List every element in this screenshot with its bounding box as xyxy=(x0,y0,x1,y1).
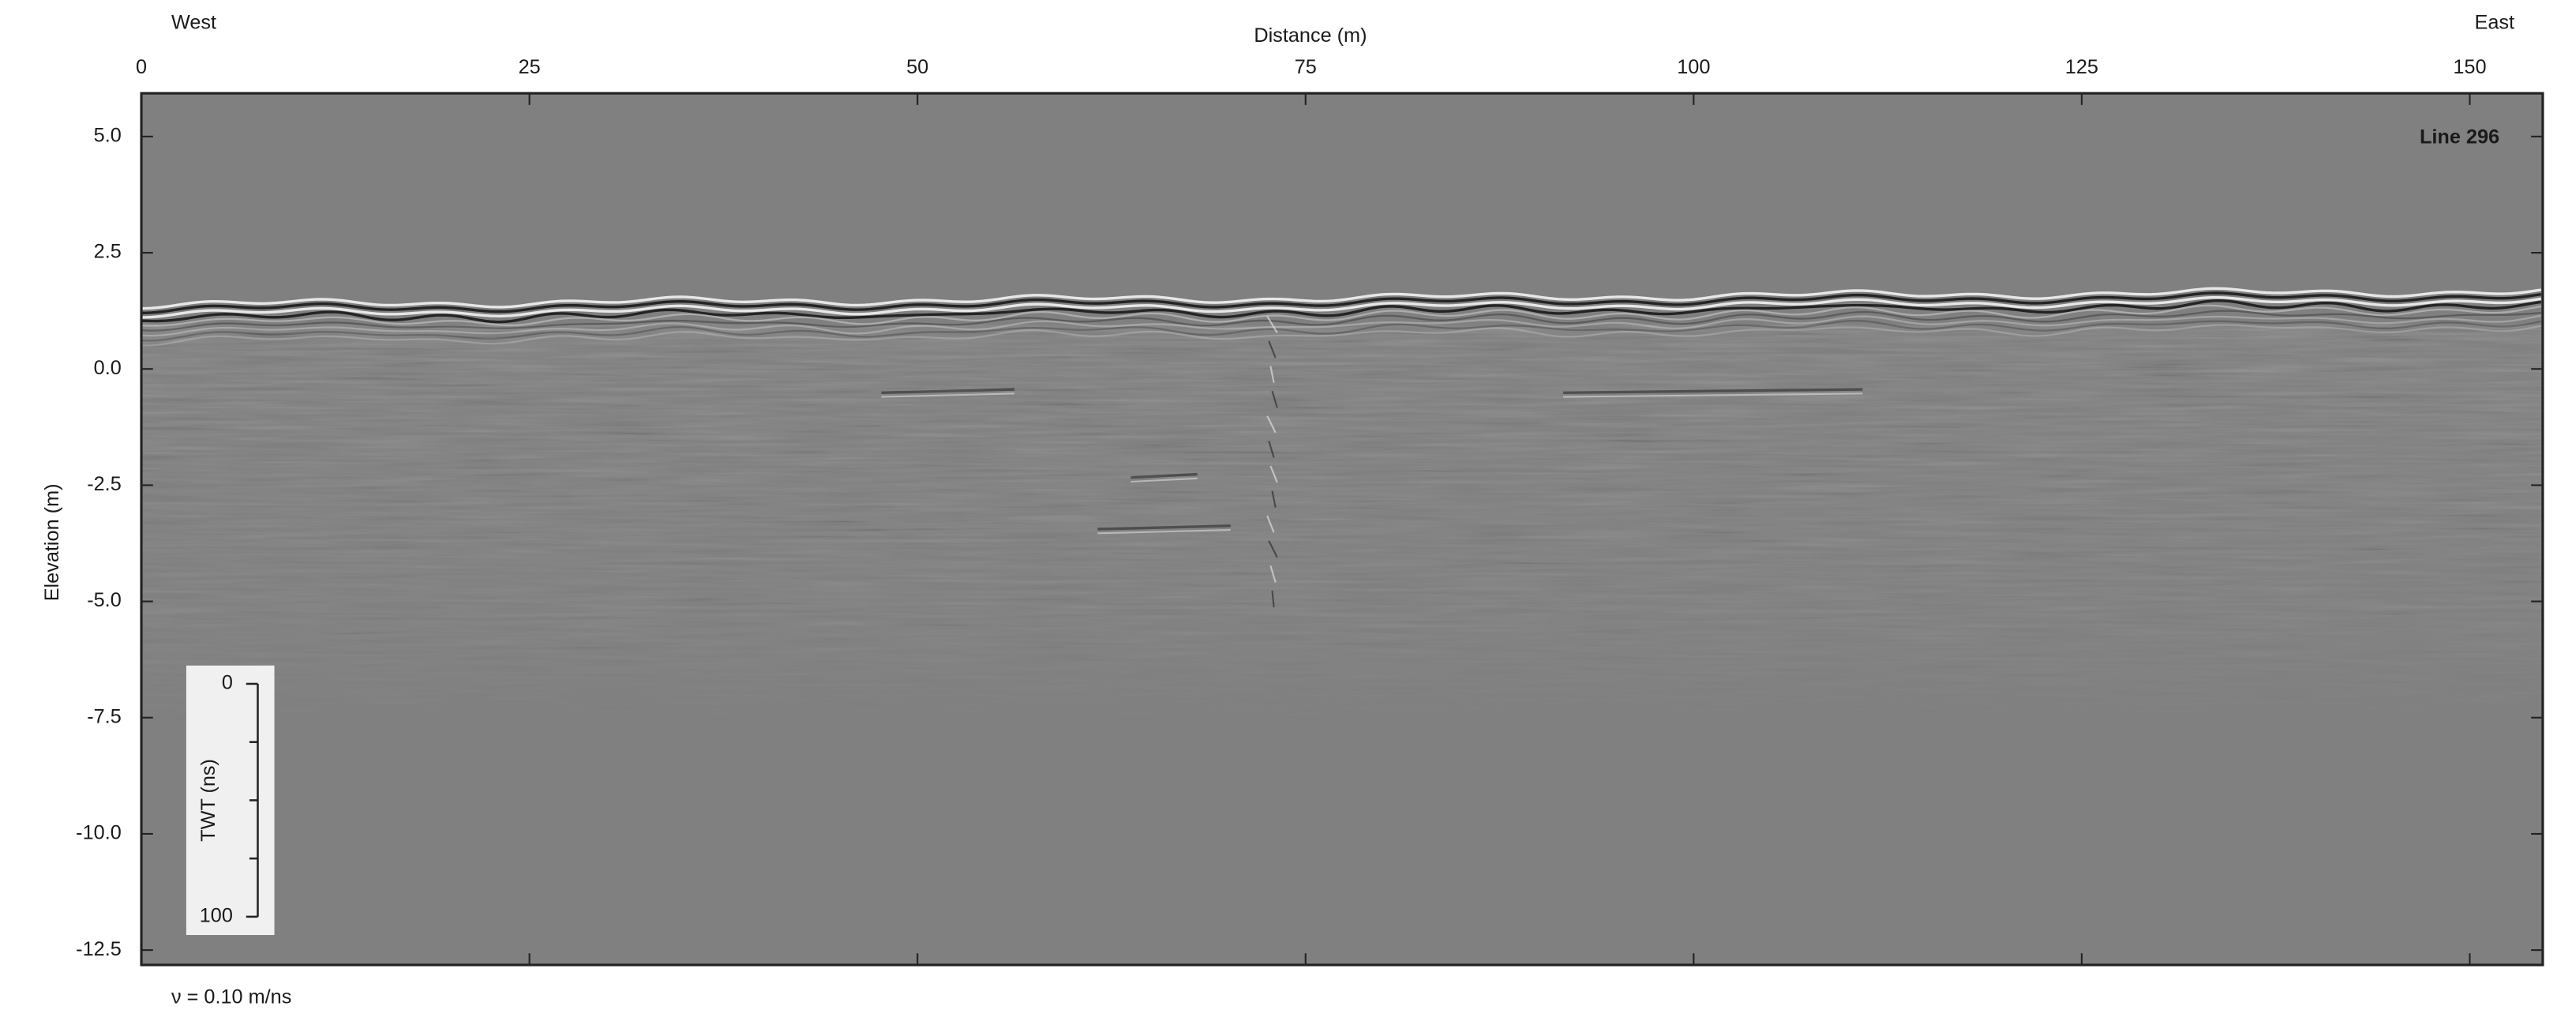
west-label: West xyxy=(171,11,216,33)
y-tick-label: 0.0 xyxy=(94,357,122,379)
reflector xyxy=(141,287,2542,310)
x-tick-label: 0 xyxy=(136,56,147,78)
y-tick-label: 5.0 xyxy=(94,125,122,147)
line-label: Line 296 xyxy=(2420,126,2499,148)
reflectors xyxy=(141,287,2542,608)
radargram-texture xyxy=(141,287,2543,733)
y-tick-label: -2.5 xyxy=(87,473,122,495)
deep-reflector xyxy=(881,392,1015,398)
diffraction xyxy=(1266,415,1277,434)
x-tick-label: 75 xyxy=(1295,56,1317,78)
reflector xyxy=(141,304,2541,327)
deep-reflector xyxy=(1097,529,1231,535)
deep-reflector xyxy=(1131,472,1198,479)
velocity-note: ν = 0.10 m/ns xyxy=(171,986,291,1008)
y-tick-label: -10.0 xyxy=(76,822,122,844)
reflector xyxy=(141,299,2541,324)
x-tick-label: 125 xyxy=(2065,56,2098,78)
diffraction xyxy=(1266,315,1278,334)
deep-reflector xyxy=(1131,477,1198,483)
x-tick-label: 100 xyxy=(1677,56,1710,78)
y-tick-label: -5.0 xyxy=(87,589,122,611)
diffraction xyxy=(1271,590,1275,608)
x-axis-title: Distance (m) xyxy=(1254,24,1367,47)
y-tick-label: 2.5 xyxy=(94,241,122,263)
plot-frame xyxy=(140,92,2544,967)
twt-scale-title: TWT (ns) xyxy=(197,759,219,842)
x-tick-label: 150 xyxy=(2453,56,2486,78)
reflector xyxy=(141,320,2541,342)
deep-reflector xyxy=(881,388,1015,394)
deep-reflector xyxy=(1563,392,1863,398)
y-tick-label: -12.5 xyxy=(76,938,122,960)
x-tick-label: 25 xyxy=(519,56,541,78)
x-tick-label: 50 xyxy=(906,56,928,78)
diffraction xyxy=(1269,465,1278,483)
reflector xyxy=(141,314,2541,337)
diffraction xyxy=(1268,441,1275,458)
diffraction xyxy=(1271,490,1277,508)
reflector xyxy=(141,310,2541,332)
diffraction xyxy=(1269,366,1275,383)
reflector xyxy=(141,291,2542,314)
reflector xyxy=(141,324,2541,347)
diffraction xyxy=(1268,540,1278,558)
diffraction xyxy=(1266,515,1275,533)
reflector xyxy=(141,295,2542,319)
twt-scale-box xyxy=(186,665,275,936)
deep-reflector xyxy=(1097,524,1231,531)
diffraction xyxy=(1271,390,1278,408)
twt-tick-label: 0 xyxy=(222,672,233,694)
y-tick-label: -7.5 xyxy=(87,705,122,727)
twt-tick-label: 100 xyxy=(200,905,233,927)
subsurface-noise xyxy=(141,324,2543,733)
diffraction xyxy=(1268,340,1277,359)
diffraction xyxy=(1269,565,1277,583)
y-axis-title: Elevation (m) xyxy=(41,483,63,601)
east-label: East xyxy=(2474,11,2514,33)
deep-reflector xyxy=(1563,388,1863,394)
